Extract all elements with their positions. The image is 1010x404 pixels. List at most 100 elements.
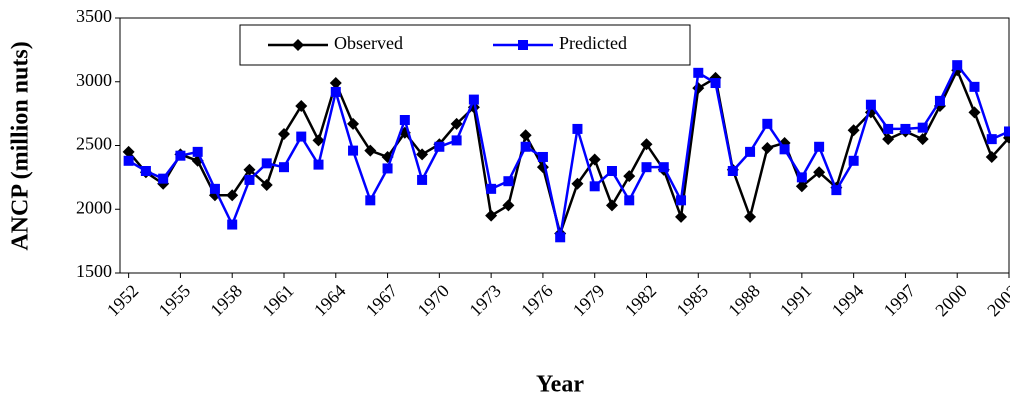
- point: [123, 155, 134, 166]
- x-tick-label: 1982: [621, 281, 661, 321]
- point: [589, 181, 600, 192]
- point: [555, 232, 566, 243]
- point: [329, 77, 342, 90]
- x-tick-label: 1976: [517, 281, 557, 321]
- point: [485, 209, 498, 222]
- x-tick-label: 1991: [776, 281, 816, 321]
- point: [502, 199, 515, 212]
- point: [313, 159, 324, 170]
- point: [831, 185, 842, 196]
- x-tick-label: 1988: [724, 281, 764, 321]
- point: [745, 146, 756, 157]
- point: [606, 166, 617, 176]
- point: [640, 138, 653, 151]
- point: [416, 148, 429, 161]
- x-tick-label: 1964: [310, 281, 350, 321]
- point: [813, 166, 826, 179]
- y-axis-title: ANCP (million nuts): [8, 41, 34, 250]
- point: [762, 118, 773, 129]
- point: [434, 141, 445, 152]
- x-tick-label: 1979: [569, 281, 609, 321]
- x-tick-label: 1958: [206, 281, 246, 321]
- point: [140, 166, 151, 176]
- x-tick-label: 1994: [828, 281, 868, 321]
- point: [727, 166, 738, 176]
- point: [312, 134, 325, 147]
- legend-label: Predicted: [559, 33, 627, 53]
- x-tick-label: 1961: [258, 281, 298, 321]
- point: [572, 123, 583, 134]
- x-tick-label: 1985: [672, 281, 712, 321]
- legend-label: Observed: [334, 33, 403, 53]
- point: [795, 180, 808, 193]
- y-tick-label: 2000: [76, 197, 112, 217]
- point: [952, 60, 963, 71]
- point: [658, 162, 669, 173]
- series-line: [127, 67, 1010, 238]
- point: [865, 99, 876, 110]
- point: [260, 179, 273, 192]
- legend-marker: [518, 40, 528, 50]
- point: [520, 141, 531, 152]
- point: [571, 177, 584, 190]
- y-tick-label: 3500: [76, 6, 112, 26]
- x-tick-label: 1997: [880, 281, 920, 321]
- point: [916, 133, 929, 146]
- point: [641, 162, 652, 173]
- point: [710, 78, 721, 89]
- point: [588, 153, 601, 166]
- point: [503, 176, 514, 187]
- point: [934, 95, 945, 106]
- point: [882, 133, 895, 146]
- point: [692, 82, 705, 95]
- point: [450, 117, 463, 130]
- series-line: [127, 62, 1010, 238]
- point: [883, 123, 894, 134]
- point: [986, 134, 997, 145]
- point: [226, 189, 239, 202]
- point: [848, 155, 859, 166]
- point: [243, 163, 256, 176]
- point: [605, 199, 618, 212]
- point: [744, 210, 757, 223]
- point: [382, 163, 393, 174]
- point: [969, 81, 980, 92]
- point: [486, 183, 497, 194]
- x-tick-label: 2003: [983, 281, 1010, 321]
- y-tick-label: 3000: [76, 70, 112, 90]
- x-tick-label: 1967: [362, 281, 402, 321]
- x-tick-label: 1952: [103, 281, 143, 321]
- point: [330, 86, 341, 97]
- point: [847, 124, 860, 137]
- point: [417, 174, 428, 185]
- point: [814, 141, 825, 152]
- point: [537, 151, 548, 162]
- x-tick-label: 1955: [155, 281, 195, 321]
- point: [278, 162, 289, 173]
- point: [985, 150, 998, 163]
- point: [192, 146, 203, 157]
- point: [175, 150, 186, 161]
- point: [227, 219, 238, 230]
- legend-marker: [292, 39, 304, 51]
- point: [261, 158, 272, 169]
- point: [917, 122, 928, 133]
- point: [968, 106, 981, 119]
- point: [796, 172, 807, 183]
- point: [779, 144, 790, 155]
- point: [209, 183, 220, 194]
- point: [623, 170, 636, 183]
- point: [244, 174, 255, 185]
- point: [295, 99, 308, 112]
- x-axis-title: Year: [536, 372, 584, 398]
- point: [900, 123, 911, 134]
- point: [1004, 126, 1010, 137]
- point: [468, 94, 479, 105]
- y-tick-label: 2500: [76, 134, 112, 154]
- point: [399, 115, 410, 125]
- x-tick-label: 1973: [465, 281, 505, 321]
- point: [296, 131, 307, 142]
- point: [277, 128, 290, 141]
- x-tick-label: 2000: [931, 281, 971, 321]
